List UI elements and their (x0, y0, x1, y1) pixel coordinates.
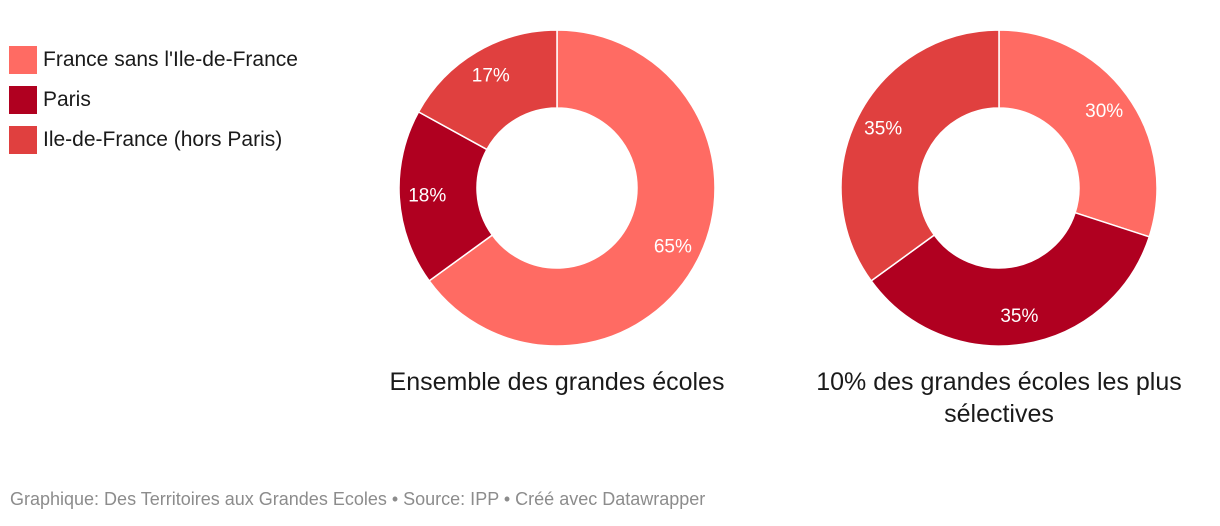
legend-item-france-hors-idf: France sans l'Ile-de-France (9, 40, 298, 80)
data-label-ensemble-paris: 18% (408, 186, 446, 207)
legend-swatch-paris (9, 86, 37, 114)
legend-label-france-hors-idf: France sans l'Ile-de-France (43, 48, 298, 71)
data-label-ensemble-idf-hors-paris: 17% (472, 66, 510, 87)
data-label-ensemble-france-hors-idf: 65% (654, 237, 692, 258)
data-label-selectives-paris: 35% (1000, 306, 1038, 327)
legend-swatch-france-hors-idf (9, 46, 37, 74)
legend-swatch-idf-hors-paris (9, 126, 37, 154)
legend-label-idf-hors-paris: Ile-de-France (hors Paris) (43, 128, 283, 151)
chart-footer: Graphique: Des Territoires aux Grandes E… (10, 489, 706, 509)
donut-slice-ensemble-france-hors-idf (428, 29, 716, 347)
data-label-selectives-france-hors-idf: 30% (1085, 101, 1123, 122)
legend-item-paris: Paris (9, 80, 298, 120)
donut-slice-ensemble-idf-hors-paris (417, 29, 558, 151)
donut-slice-selectives-idf-hors-paris (840, 29, 1000, 282)
donut-chart-ensemble: 65% 18% 17% (397, 28, 717, 348)
chart-title-ensemble: Ensemble des grandes écoles (389, 368, 725, 396)
chart-title-selectives: 10% des grandes écoles les plus sélectiv… (816, 368, 1182, 428)
data-label-selectives-idf-hors-paris: 35% (864, 118, 902, 139)
donut-slice-ensemble-paris (398, 110, 494, 282)
legend-label-paris: Paris (43, 88, 91, 111)
donut-slice-selectives-paris (870, 211, 1151, 347)
chart-legend: France sans l'Ile-de-France Paris Ile-de… (9, 40, 298, 160)
donut-slice-selectives-france-hors-idf (998, 29, 1158, 238)
legend-item-idf-hors-paris: Ile-de-France (hors Paris) (9, 120, 298, 160)
donut-chart-ensemble-svg: 65% 18% 17% (398, 29, 716, 347)
donut-chart-selectives: 30% 35% 35% (839, 28, 1159, 348)
donut-chart-selectives-svg: 30% 35% 35% (840, 29, 1158, 347)
